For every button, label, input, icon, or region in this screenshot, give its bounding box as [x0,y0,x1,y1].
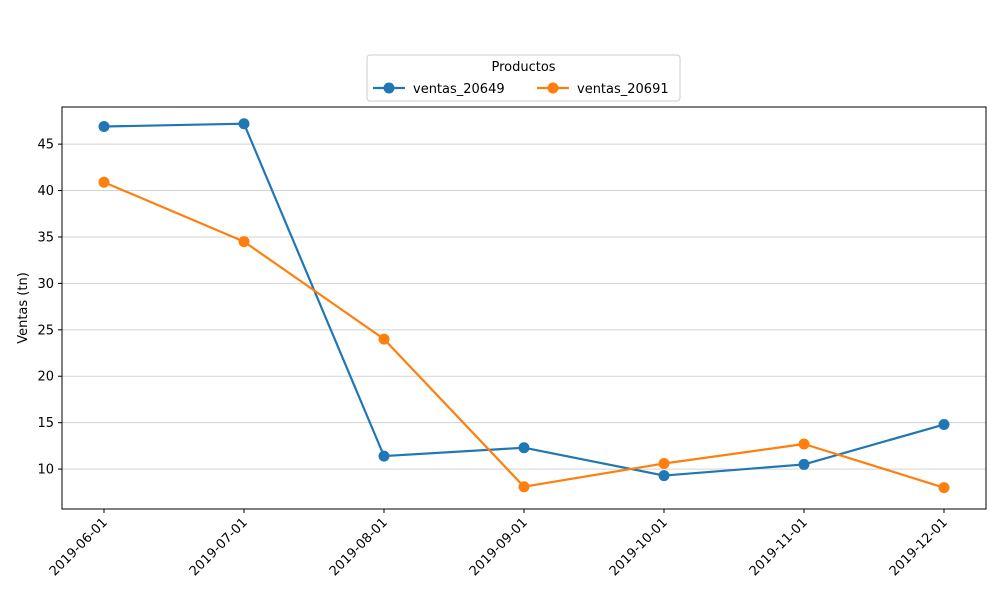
data-point [798,458,810,470]
data-point [98,176,110,188]
y-tick-label: 40 [37,184,54,199]
y-tick-label: 15 [37,416,54,431]
x-tick-label: 2019-07-01 [187,515,251,579]
axes: 10 15 20 25 30 35 40 45 2019-06-01 2019-07-01 2019… [37,138,950,580]
data-point [658,458,670,470]
legend-label: ventas_20691 [577,82,669,97]
data-point [238,118,250,130]
legend-title: Productos [491,60,555,75]
legend-marker [383,82,395,94]
data-point [238,236,250,248]
y-tick-label: 25 [37,323,54,338]
x-tick-label: 2019-06-01 [47,515,111,579]
legend-entry: ventas_20649 [373,82,505,97]
data-point [98,120,110,132]
data-point [378,450,390,462]
legend: Productos ventas_20649 ventas_20691 [366,54,681,102]
data-point [798,438,810,450]
data-point [518,442,530,454]
y-tick-label: 20 [37,370,54,385]
x-tick-label: 2019-08-01 [327,515,391,579]
series-line [103,181,945,489]
series-ventas_20649 [98,118,950,482]
legend-box [366,54,681,102]
legend-marker [547,82,559,94]
grid-lines [62,143,986,470]
data-point [938,419,950,431]
y-tick-label: 10 [37,463,54,478]
series-layer [98,118,950,494]
data-point [658,470,670,482]
x-tick-label: 2019-12-01 [887,515,951,579]
y-axis-label: Ventas (tn) [16,272,31,344]
series-ventas_20691 [98,176,950,494]
x-tick-label: 2019-09-01 [467,515,531,579]
data-point [378,333,390,345]
x-tick-label: 2019-11-01 [747,515,811,579]
y-tick-label: 35 [37,230,54,245]
y-tick-label: 30 [37,277,54,292]
legend-entry: ventas_20691 [537,82,669,97]
data-point [938,482,950,494]
legend-label: ventas_20649 [413,82,505,97]
x-tick-label: 2019-10-01 [607,515,671,579]
data-point [518,481,530,493]
y-tick-label: 45 [37,138,54,153]
